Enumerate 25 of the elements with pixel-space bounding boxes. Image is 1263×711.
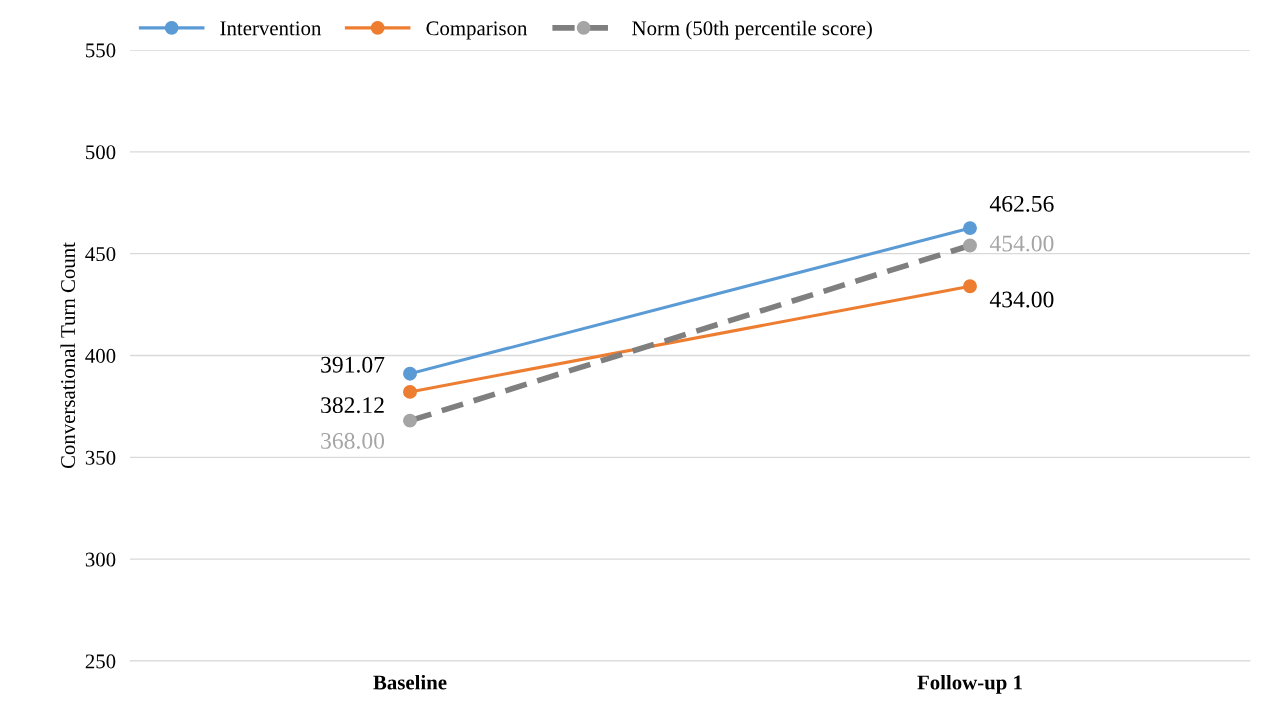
data-label: 368.00 (321, 432, 385, 449)
y-tick-label: 350 (85, 450, 116, 465)
data-label: 454.00 (989, 235, 1054, 252)
point (963, 279, 977, 294)
y-tick-label: 500 (86, 145, 116, 160)
y-axis-title: Conversational Turn Count (60, 242, 76, 469)
point (403, 413, 417, 428)
data-label: 382.12 (321, 397, 384, 414)
y-tick-label: 550 (86, 43, 116, 58)
data-label: 391.07 (321, 356, 385, 373)
y-tick-label: 250 (85, 654, 116, 669)
data-label: 462.56 (989, 195, 1054, 212)
x-tick-label: Baseline (373, 674, 447, 690)
legend-label: Comparison (426, 21, 528, 40)
point (963, 238, 977, 253)
point (963, 221, 977, 236)
y-tick-label: 300 (85, 552, 116, 567)
y-tick-label: 400 (85, 348, 116, 363)
point (403, 384, 417, 399)
y-tick-label: 450 (85, 247, 116, 262)
point (403, 366, 417, 381)
legend-label: Intervention (220, 21, 322, 36)
legend-label: Norm (50th percentile score) (632, 20, 872, 40)
data-label: 434.00 (989, 291, 1054, 308)
x-tick-label: Follow-up 1 (917, 674, 1022, 694)
